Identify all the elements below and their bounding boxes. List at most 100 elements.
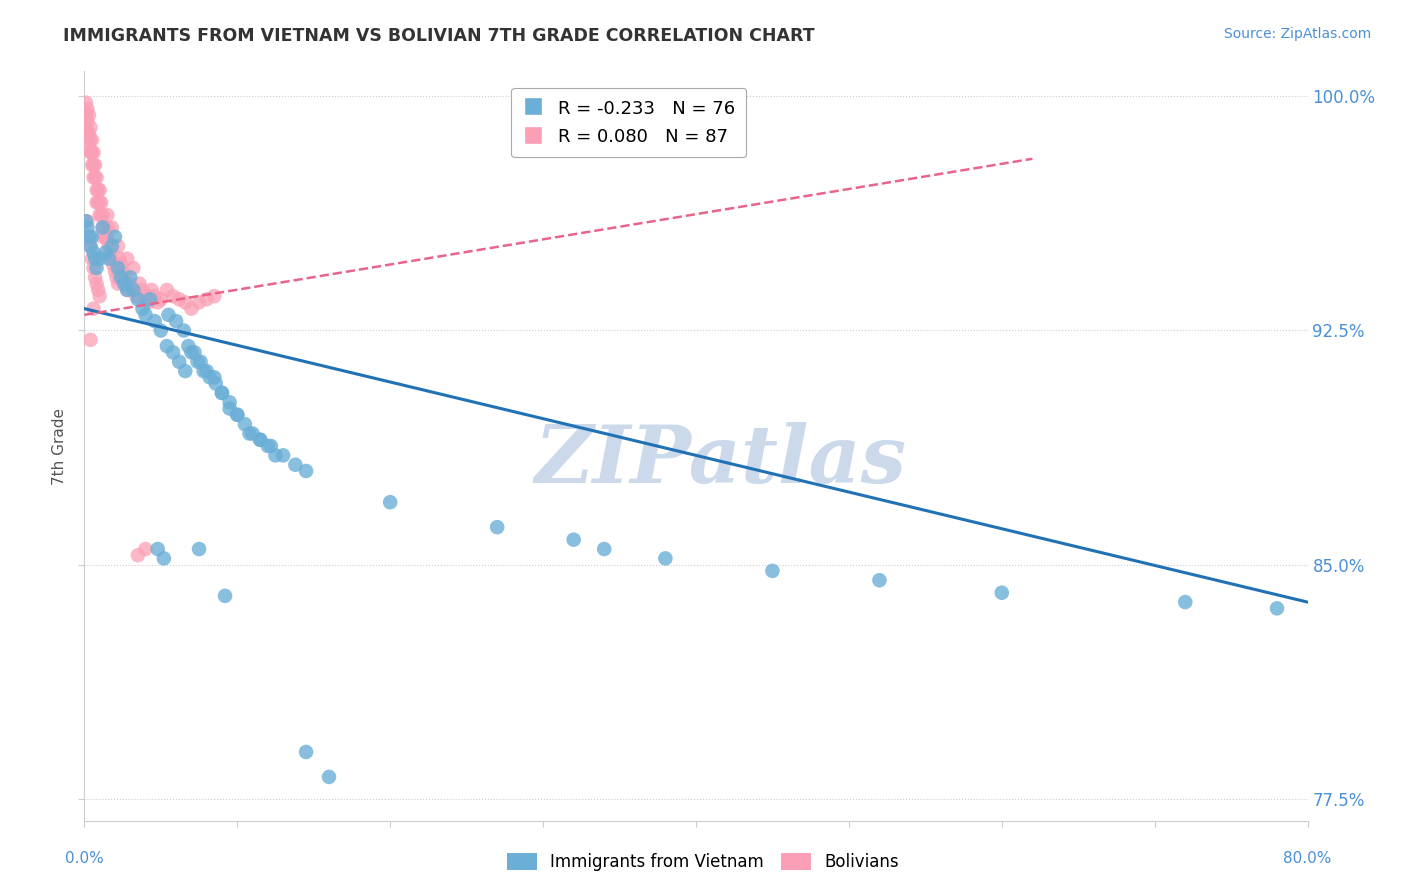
Point: [89, 208, 111, 222]
Point: [869, 574, 891, 588]
Point: [135, 541, 157, 556]
Y-axis label: 7th Grade: 7th Grade: [52, 408, 67, 484]
Point: [84, 170, 107, 185]
Point: [80, 145, 103, 160]
Point: [104, 230, 127, 244]
Point: [94, 245, 117, 260]
Text: 0.0%: 0.0%: [65, 851, 104, 866]
Point: [149, 292, 172, 306]
Text: ZIPatlas: ZIPatlas: [534, 422, 907, 500]
Point: [146, 541, 169, 556]
Point: [202, 370, 225, 384]
Point: [83, 158, 105, 172]
Point: [101, 252, 124, 266]
Point: [79, 120, 101, 135]
Point: [75, 108, 97, 122]
Point: [97, 239, 120, 253]
Point: [260, 439, 283, 453]
Point: [202, 289, 225, 303]
Point: [156, 283, 179, 297]
Point: [86, 277, 108, 291]
Point: [157, 308, 180, 322]
Point: [131, 301, 153, 316]
Point: [188, 295, 211, 310]
Point: [205, 376, 228, 391]
Point: [186, 354, 208, 368]
Point: [77, 127, 100, 141]
Point: [264, 448, 287, 462]
Point: [91, 220, 114, 235]
Point: [80, 133, 103, 147]
Point: [218, 395, 240, 409]
Point: [103, 258, 125, 272]
Point: [120, 270, 142, 285]
Point: [86, 170, 108, 185]
Text: 80.0%: 80.0%: [1284, 851, 1331, 866]
Point: [108, 252, 131, 266]
Point: [138, 295, 160, 310]
Point: [96, 208, 118, 222]
Point: [654, 551, 676, 566]
Point: [84, 252, 107, 266]
Point: [79, 239, 101, 253]
Point: [135, 308, 157, 322]
Point: [125, 289, 148, 303]
Point: [79, 133, 101, 147]
Point: [146, 295, 169, 310]
Point: [84, 270, 107, 285]
Point: [111, 264, 134, 278]
Point: [89, 289, 111, 303]
Point: [79, 145, 101, 160]
Point: [79, 239, 101, 253]
Point: [87, 283, 110, 297]
Point: [486, 520, 509, 534]
Point: [271, 448, 294, 462]
Point: [226, 408, 249, 422]
Point: [211, 385, 233, 400]
Point: [83, 260, 105, 275]
Point: [83, 245, 105, 260]
Point: [141, 283, 163, 297]
Point: [97, 252, 120, 266]
Point: [87, 195, 110, 210]
Point: [76, 214, 98, 228]
Point: [75, 214, 97, 228]
Point: [143, 314, 166, 328]
Point: [149, 323, 172, 337]
Point: [180, 301, 202, 316]
Point: [80, 252, 103, 266]
Point: [83, 301, 105, 316]
Point: [180, 345, 202, 359]
Point: [318, 770, 340, 784]
Point: [195, 292, 218, 306]
Point: [115, 283, 138, 297]
Point: [76, 114, 98, 128]
Point: [233, 417, 256, 431]
Point: [86, 195, 108, 210]
Point: [242, 426, 264, 441]
Legend: Immigrants from Vietnam, Bolivians: Immigrants from Vietnam, Bolivians: [499, 845, 907, 880]
Point: [190, 354, 212, 368]
Point: [174, 295, 197, 310]
Point: [135, 289, 157, 303]
Point: [84, 158, 107, 172]
Point: [87, 183, 110, 197]
Point: [107, 277, 129, 291]
Point: [562, 533, 585, 547]
Point: [98, 245, 121, 260]
Point: [107, 260, 129, 275]
Point: [104, 264, 127, 278]
Point: [122, 283, 145, 297]
Legend: R = -0.233   N = 76, R = 0.080   N = 87: R = -0.233 N = 76, R = 0.080 N = 87: [512, 88, 747, 157]
Point: [83, 145, 105, 160]
Point: [127, 292, 149, 306]
Point: [226, 408, 249, 422]
Point: [110, 270, 132, 285]
Point: [105, 270, 128, 285]
Point: [249, 433, 271, 447]
Point: [101, 239, 124, 253]
Point: [122, 260, 145, 275]
Point: [93, 220, 115, 235]
Point: [77, 230, 100, 244]
Point: [238, 426, 260, 441]
